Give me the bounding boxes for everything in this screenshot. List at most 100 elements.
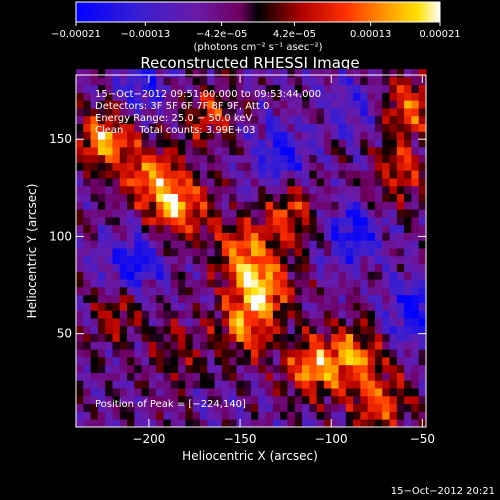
heatmap-cell xyxy=(90,248,99,257)
heatmap-cell xyxy=(178,302,186,311)
heatmap-cell xyxy=(207,224,215,233)
heatmap-cell xyxy=(83,100,91,109)
heatmap-cell xyxy=(360,279,369,288)
heatmap-cell xyxy=(294,69,303,78)
heatmap-cell xyxy=(119,279,128,288)
heatmap-cell xyxy=(76,92,84,101)
heatmap-cell xyxy=(83,310,91,319)
heatmap-cell xyxy=(353,139,361,148)
heatmap-cell xyxy=(287,178,296,187)
heatmap-cell xyxy=(374,146,383,156)
heatmap-cell xyxy=(156,380,164,389)
heatmap-cell xyxy=(192,333,201,342)
heatmap-cell xyxy=(185,131,194,140)
heatmap-cell xyxy=(178,271,186,280)
heatmap-cell xyxy=(280,170,288,179)
heatmap-cell xyxy=(105,333,113,342)
heatmap-cell xyxy=(360,341,369,350)
heatmap-cell xyxy=(382,131,390,140)
heatmap-cell xyxy=(323,146,332,156)
heatmap-cell xyxy=(302,318,310,327)
heatmap-cell xyxy=(185,115,194,125)
heatmap-cell xyxy=(323,255,332,265)
heatmap-cell xyxy=(97,69,106,78)
heatmap-cell xyxy=(323,170,332,179)
heatmap-cell xyxy=(302,411,310,420)
heatmap-cell xyxy=(265,92,274,101)
heatmap-cell xyxy=(338,201,347,210)
heatmap-cell xyxy=(127,372,135,381)
heatmap-cell xyxy=(374,364,383,373)
heatmap-cell xyxy=(83,209,91,218)
heatmap-cell xyxy=(243,255,252,265)
heatmap-cell xyxy=(229,100,237,109)
heatmap-cell xyxy=(389,380,398,389)
heatmap-cell xyxy=(265,240,274,249)
heatmap-cell xyxy=(134,84,143,93)
heatmap-cell xyxy=(207,100,215,109)
heatmap-cell xyxy=(141,240,150,249)
heatmap-cell xyxy=(316,388,325,397)
heatmap-cell xyxy=(331,388,339,397)
heatmap-cell xyxy=(229,92,237,101)
heatmap-cell xyxy=(112,84,121,93)
heatmap-cell xyxy=(119,69,128,78)
heatmap-cell xyxy=(105,364,113,373)
heatmap-cell xyxy=(353,411,361,420)
heatmap-cell xyxy=(207,279,215,288)
heatmap-cell xyxy=(236,201,245,210)
heatmap-cell xyxy=(418,193,427,202)
heatmap-cell xyxy=(112,193,121,202)
heatmap-cell xyxy=(389,185,398,195)
heatmap-cell xyxy=(418,380,427,389)
heatmap-cell xyxy=(258,419,266,428)
heatmap-cell xyxy=(323,84,332,93)
heatmap-cell xyxy=(287,170,296,179)
heatmap-cell xyxy=(331,185,339,195)
heatmap-cell xyxy=(294,216,303,226)
heatmap-cell xyxy=(90,395,99,405)
heatmap-cell xyxy=(374,302,383,311)
heatmap-cell xyxy=(309,224,318,233)
heatmap-cell xyxy=(287,123,296,132)
heatmap-cell xyxy=(192,170,201,179)
heatmap-cell xyxy=(345,146,354,156)
heatmap-cell xyxy=(178,170,186,179)
heatmap-cell xyxy=(214,333,223,342)
heatmap-cell xyxy=(134,170,143,179)
heatmap-cell xyxy=(178,76,186,86)
heatmap-cell xyxy=(127,193,135,202)
heatmap-cell xyxy=(323,388,332,397)
annotation-time-range: 15−Oct−2012 09:51:00.000 to 09:53:44.000 xyxy=(95,89,321,100)
heatmap-cell xyxy=(236,193,245,202)
heatmap-cell xyxy=(207,419,215,428)
heatmap-cell xyxy=(105,224,113,233)
heatmap-cell xyxy=(170,248,179,257)
heatmap-cell xyxy=(148,209,157,218)
heatmap-cell xyxy=(229,224,237,233)
heatmap-cell xyxy=(141,333,150,342)
heatmap-cell xyxy=(199,302,208,311)
heatmap-cell xyxy=(367,92,376,101)
heatmap-cell xyxy=(141,294,150,303)
heatmap-cell xyxy=(287,271,296,280)
heatmap-cell xyxy=(185,224,194,233)
heatmap-cell xyxy=(90,139,99,148)
heatmap-cell xyxy=(323,364,332,373)
colorbar-ticks xyxy=(75,22,441,26)
heatmap-cell xyxy=(374,388,383,397)
heatmap-cell xyxy=(294,76,303,86)
heatmap-cell xyxy=(170,123,179,132)
heatmap-cell xyxy=(280,201,288,210)
heatmap-cell xyxy=(199,349,208,358)
heatmap-cell xyxy=(331,302,339,311)
heatmap-cell xyxy=(207,178,215,187)
heatmap-cell xyxy=(163,178,172,187)
heatmap-cell xyxy=(178,185,186,195)
heatmap-cell xyxy=(127,131,135,140)
heatmap-cell xyxy=(258,372,266,381)
heatmap-cell xyxy=(389,248,398,257)
heatmap-cell xyxy=(214,209,223,218)
heatmap-cell xyxy=(389,341,398,350)
heatmap-cell xyxy=(316,356,325,366)
